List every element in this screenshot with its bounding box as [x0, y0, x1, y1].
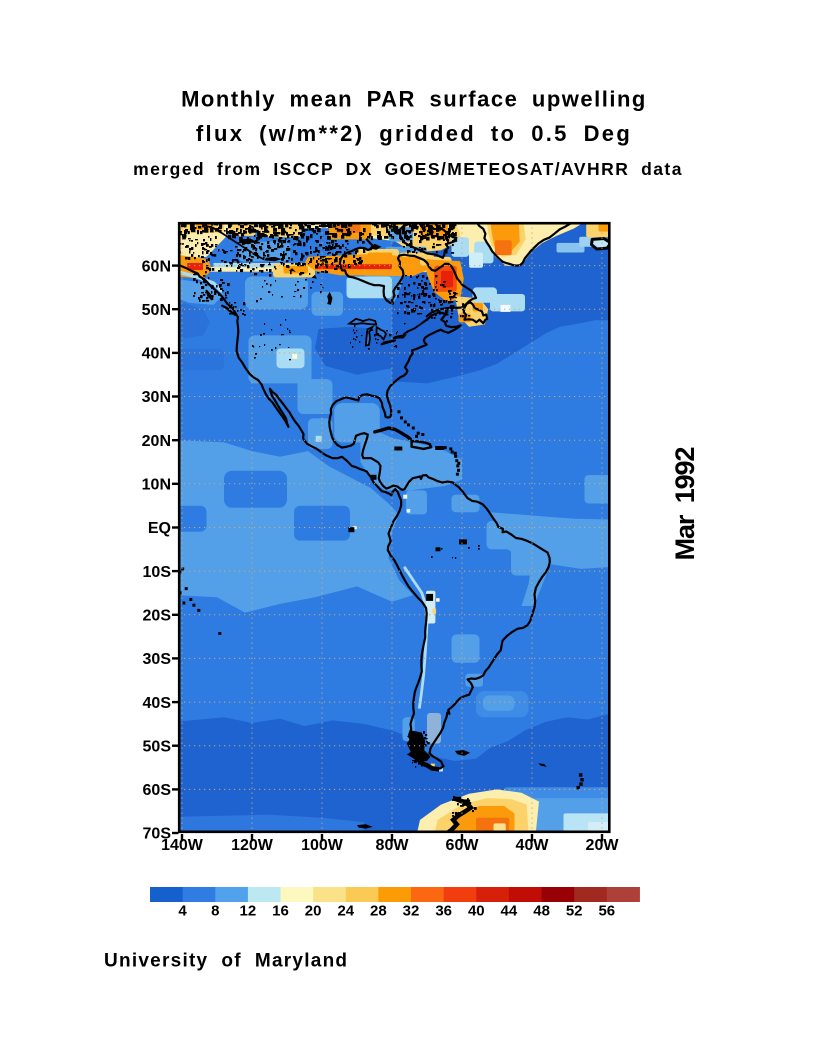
- svg-text:20W: 20W: [586, 837, 620, 854]
- svg-text:Mar 1992: Mar 1992: [670, 448, 700, 561]
- svg-text:20: 20: [305, 903, 322, 920]
- svg-text:50N: 50N: [142, 302, 171, 319]
- svg-text:60N: 60N: [142, 258, 171, 275]
- svg-text:8: 8: [211, 903, 219, 920]
- svg-text:12: 12: [240, 903, 257, 920]
- svg-text:40S: 40S: [143, 695, 172, 712]
- svg-text:56: 56: [598, 903, 615, 920]
- svg-text:50S: 50S: [143, 738, 172, 755]
- svg-text:32: 32: [403, 903, 420, 920]
- svg-text:52: 52: [566, 903, 583, 920]
- svg-text:60S: 60S: [143, 782, 172, 799]
- svg-text:20S: 20S: [143, 608, 172, 625]
- svg-text:20N: 20N: [142, 433, 171, 450]
- svg-text:36: 36: [435, 903, 452, 920]
- svg-text:EQ: EQ: [148, 520, 171, 537]
- svg-text:University of Maryland: University of Maryland: [104, 951, 348, 972]
- svg-text:100W: 100W: [301, 837, 344, 854]
- svg-text:80W: 80W: [376, 837, 410, 854]
- svg-text:flux (w/m**2) gridded to 0.5 D: flux (w/m**2) gridded to 0.5 Deg: [196, 121, 632, 146]
- svg-text:10S: 10S: [143, 564, 172, 581]
- svg-text:10N: 10N: [142, 477, 171, 494]
- svg-text:140W: 140W: [161, 837, 204, 854]
- svg-text:28: 28: [370, 903, 387, 920]
- svg-text:40N: 40N: [142, 346, 171, 363]
- svg-text:Monthly mean PAR surface upwel: Monthly mean PAR surface upwelling: [181, 87, 647, 112]
- svg-text:30S: 30S: [143, 651, 172, 668]
- svg-text:16: 16: [272, 903, 289, 920]
- svg-text:60W: 60W: [446, 837, 480, 854]
- svg-text:40: 40: [468, 903, 485, 920]
- svg-text:40W: 40W: [516, 837, 550, 854]
- svg-text:120W: 120W: [231, 837, 274, 854]
- svg-text:merged from ISCCP DX GOES/METE: merged from ISCCP DX GOES/METEOSAT/AVHRR…: [133, 159, 683, 179]
- svg-text:4: 4: [178, 903, 187, 920]
- svg-text:48: 48: [533, 903, 550, 920]
- svg-text:70S: 70S: [143, 826, 172, 843]
- svg-text:24: 24: [337, 903, 354, 920]
- svg-text:44: 44: [501, 903, 518, 920]
- svg-text:30N: 30N: [142, 389, 171, 406]
